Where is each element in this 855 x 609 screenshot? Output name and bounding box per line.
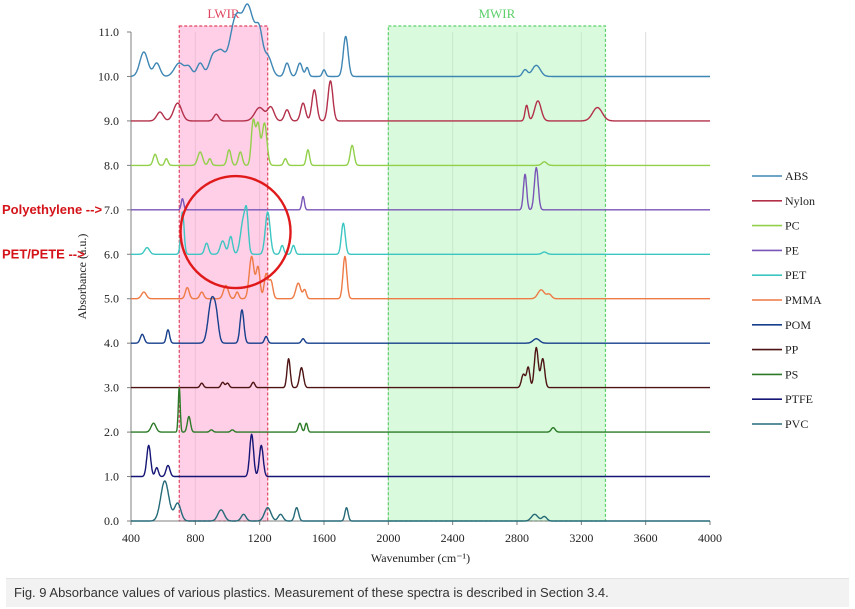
series-pom	[130, 295, 711, 344]
x-tick-label: 4000	[698, 531, 722, 545]
y-tick-label: 11.0	[98, 25, 119, 39]
region-label-mwir: MWIR	[478, 6, 515, 21]
series-pvc	[130, 480, 711, 522]
y-tick-label: 8.0	[104, 158, 119, 172]
y-tick-label: 4.0	[104, 336, 119, 350]
absorbance-chart: LWIR MWIR 400 800 1200 1600 2000 2400 2800 3200 36…	[2, 3, 822, 565]
x-tick-label: 2800	[505, 531, 529, 545]
legend-label-pom: POM	[785, 318, 811, 332]
x-tick-label: 800	[186, 531, 204, 545]
legend-label-pmma: PMMA	[785, 293, 822, 307]
figure-caption: Fig. 9 Absorbance values of various plas…	[14, 585, 609, 600]
series-abs	[130, 3, 711, 78]
caption-bar: Fig. 9 Absorbance values of various plas…	[6, 578, 849, 607]
y-tick-label: 10.0	[98, 69, 119, 83]
x-tick-label: 400	[122, 531, 140, 545]
region-mwir	[387, 25, 607, 522]
series-nylon	[130, 80, 711, 122]
legend-label-ps: PS	[785, 367, 798, 381]
legend-label-pvc: PVC	[785, 417, 808, 431]
legend-label-pp: PP	[785, 343, 799, 357]
series-pp	[130, 346, 711, 389]
y-tick-label: 5.0	[104, 292, 119, 306]
x-tick-label: 2000	[376, 531, 400, 545]
y-tick-label: 0.0	[104, 514, 119, 528]
legend-label-pc: PC	[785, 219, 800, 233]
y-tick-label: 1.0	[104, 470, 119, 484]
series-ps	[130, 386, 711, 433]
region-label-lwir: LWIR	[207, 6, 240, 21]
y-tick-label: 3.0	[104, 381, 119, 395]
legend-label-nylon: Nylon	[785, 194, 815, 208]
x-tick-label: 2400	[441, 531, 465, 545]
figure: LWIR MWIR 400 800 1200 1600 2000 2400 2800 3200 36…	[2, 3, 822, 565]
x-tick-label: 1600	[312, 531, 336, 545]
y-tick-label: 2.0	[104, 425, 119, 439]
legend-label-pe: PE	[785, 243, 799, 257]
legend-label-abs: ABS	[785, 169, 808, 183]
y-tick-label: 6.0	[104, 247, 119, 261]
x-axis-title: Wavenumber (cm⁻¹)	[371, 551, 470, 565]
series-pe	[130, 166, 711, 211]
y-tick-label: 7.0	[104, 203, 119, 217]
series-pet	[130, 205, 711, 255]
annotation-pe: Polyethylene -->	[2, 202, 102, 217]
x-tick-label: 3600	[634, 531, 658, 545]
legend-label-ptfe: PTFE	[785, 392, 813, 406]
series-ptfe	[130, 433, 711, 478]
series-pc	[130, 118, 711, 167]
y-axis-title: Absorbance (a.u.)	[75, 234, 89, 320]
x-tick-label: 3200	[569, 531, 593, 545]
legend-label-pet: PET	[785, 268, 807, 282]
x-tick-label: 1200	[248, 531, 272, 545]
highlight-circle	[179, 174, 292, 290]
annotation-pet: PET/PETE -->	[2, 246, 85, 261]
y-tick-label: 9.0	[104, 114, 119, 128]
